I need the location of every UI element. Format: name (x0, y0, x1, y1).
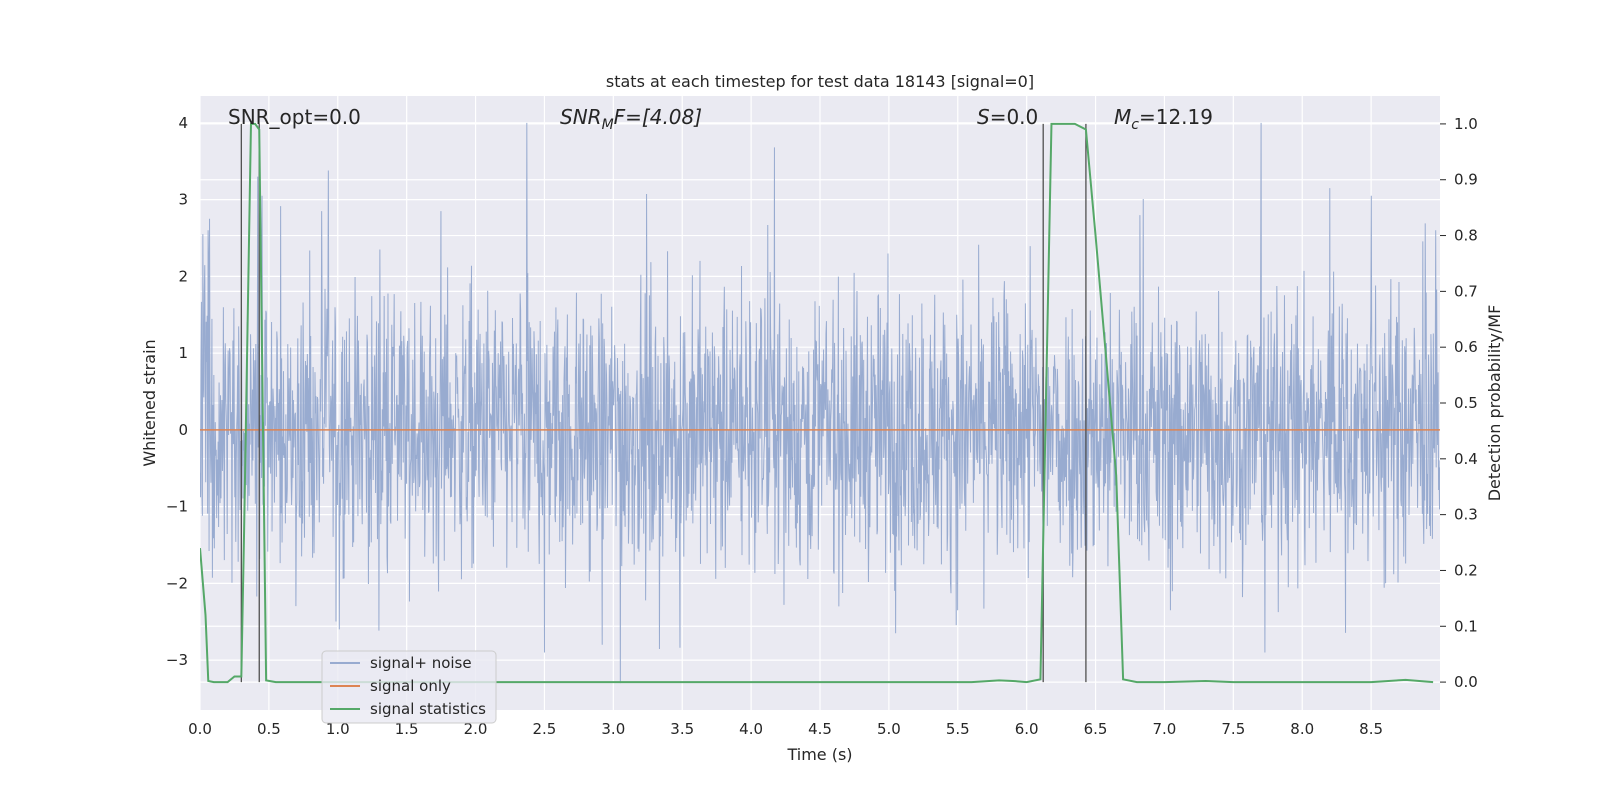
y-tick-label: 2 (178, 267, 188, 285)
plot-content (200, 122, 1440, 684)
annotation-s: S=0.0 (977, 105, 1038, 129)
annotation-s-main: S (977, 105, 990, 129)
annotation-snr-mf: SNRMF=[4.08] (560, 105, 702, 133)
legend-label-signal-only: signal only (370, 677, 451, 695)
y2-tick-label: 0.3 (1454, 506, 1478, 524)
y2-tick-label: 1.0 (1454, 115, 1478, 133)
y-tick-label: 4 (178, 114, 188, 132)
x-tick-label: 8.5 (1359, 720, 1383, 738)
y2-tick-label: 0.0 (1454, 673, 1478, 691)
x-tick-label: 4.0 (739, 720, 763, 738)
y-tick-label: −1 (166, 498, 188, 516)
x-tick-label: 3.0 (601, 720, 625, 738)
x-tick-label: 3.5 (670, 720, 694, 738)
y2-axis-ticks: 1.0 0.9 0.8 0.7 0.6 0.5 0.4 0.3 0.2 0.1 0.0 (1440, 115, 1478, 691)
y2-axis-title: Detection probability/MF (1485, 305, 1504, 502)
x-tick-label: 0.5 (257, 720, 281, 738)
legend: signal+ noise signal only signal statist… (321, 650, 497, 724)
annotation-snr-mf-sub: M (602, 117, 614, 133)
y-axis-ticks: 4 3 2 1 0 −1 −2 −3 (166, 114, 188, 669)
x-tick-label: 2.0 (464, 720, 488, 738)
series-signal-statistics (200, 122, 1434, 684)
y-tick-label: 1 (178, 344, 188, 362)
x-tick-label: 0.0 (188, 720, 212, 738)
y2-tick-label: 0.8 (1454, 227, 1478, 245)
x-tick-label: 6.5 (1084, 720, 1108, 738)
y2-tick-label: 0.1 (1454, 617, 1478, 635)
y-tick-label: −3 (166, 651, 188, 669)
x-tick-label: 7.5 (1221, 720, 1245, 738)
x-tick-label: 4.5 (808, 720, 832, 738)
annotation-mc-rest: =12.19 (1139, 105, 1213, 129)
legend-label-signal-plus-noise: signal+ noise (370, 654, 472, 672)
y-axis-title: Whitened strain (140, 339, 159, 466)
y-tick-label: 0 (178, 421, 188, 439)
y-tick-label: 3 (178, 191, 188, 209)
x-tick-label: 7.0 (1153, 720, 1177, 738)
x-tick-label: 1.0 (326, 720, 350, 738)
annotation-mc: Mc=12.19 (1114, 105, 1213, 133)
series-signal-plus-noise (200, 122, 1440, 684)
legend-box (321, 650, 497, 724)
x-tick-label: 2.5 (533, 720, 557, 738)
x-tick-label: 1.5 (395, 720, 419, 738)
x-tick-label: 8.0 (1290, 720, 1314, 738)
annotation-snr-mf-rest: F=[4.08] (614, 105, 702, 129)
annotation-snr-opt: SNR_opt=0.0 (228, 105, 361, 129)
x-tick-label: 6.0 (1015, 720, 1039, 738)
x-axis-ticks: 0.0 0.5 1.0 1.5 2.0 2.5 3.0 3.5 4.0 4.5 5.0 5.5 6.0 6… (188, 720, 1383, 738)
annotation-snr-mf-main: SNR (560, 105, 602, 129)
y2-tick-label: 0.7 (1454, 282, 1478, 300)
annotation-mc-main: M (1114, 105, 1131, 129)
y2-tick-label: 0.5 (1454, 394, 1478, 412)
y-tick-label: −2 (166, 574, 188, 592)
annotation-s-rest: =0.0 (990, 105, 1039, 129)
y2-tick-label: 0.6 (1454, 338, 1478, 356)
y2-tick-label: 0.9 (1454, 171, 1478, 189)
x-tick-label: 5.0 (877, 720, 901, 738)
x-tick-label: 5.5 (946, 720, 970, 738)
legend-label-signal-statistics: signal statistics (370, 700, 486, 718)
annotation-mc-sub: c (1131, 117, 1139, 133)
chart-title: stats at each timestep for test data 181… (606, 72, 1034, 91)
y2-tick-label: 0.2 (1454, 561, 1478, 579)
y2-tick-label: 0.4 (1454, 450, 1478, 468)
x-axis-title: Time (s) (786, 745, 852, 764)
